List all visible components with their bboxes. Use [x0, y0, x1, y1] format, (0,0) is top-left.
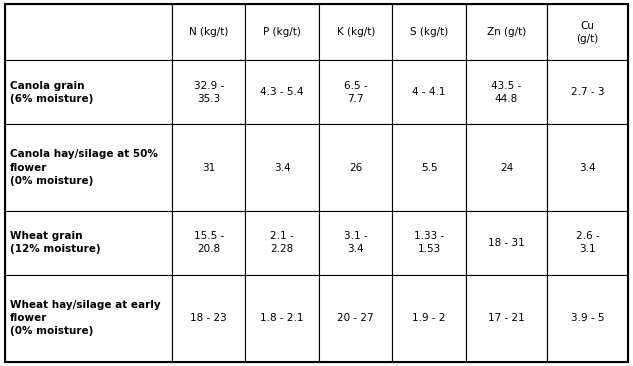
- Bar: [466, 275, 547, 362]
- Bar: [246, 211, 319, 275]
- Bar: [5, 211, 172, 275]
- Text: 5.5: 5.5: [421, 163, 437, 172]
- Text: 3.4: 3.4: [579, 163, 596, 172]
- Text: 24: 24: [500, 163, 513, 172]
- Text: 26: 26: [349, 163, 362, 172]
- Bar: [392, 124, 466, 211]
- Text: 6.5 -
7.7: 6.5 - 7.7: [344, 81, 368, 104]
- Text: 32.9 -
35.3: 32.9 - 35.3: [194, 81, 224, 104]
- Bar: [319, 124, 392, 211]
- Text: 43.5 -
44.8: 43.5 - 44.8: [491, 81, 522, 104]
- Text: N (kg/t): N (kg/t): [189, 27, 229, 37]
- Bar: [172, 124, 246, 211]
- Text: 3.9 - 5: 3.9 - 5: [571, 313, 605, 323]
- Text: 17 - 21: 17 - 21: [488, 313, 525, 323]
- Text: 31: 31: [202, 163, 215, 172]
- Text: 2.1 -
2.28: 2.1 - 2.28: [270, 231, 294, 254]
- Bar: [319, 211, 392, 275]
- Text: 15.5 -
20.8: 15.5 - 20.8: [194, 231, 224, 254]
- Text: K (kg/t): K (kg/t): [337, 27, 375, 37]
- Text: 2.6 -
3.1: 2.6 - 3.1: [575, 231, 599, 254]
- Text: Wheat grain
(12% moisture): Wheat grain (12% moisture): [10, 231, 101, 254]
- Text: 18 - 23: 18 - 23: [191, 313, 227, 323]
- Text: Zn (g/t): Zn (g/t): [487, 27, 526, 37]
- Text: 4.3 - 5.4: 4.3 - 5.4: [261, 87, 304, 97]
- Text: 1.9 - 2: 1.9 - 2: [413, 313, 446, 323]
- Bar: [319, 275, 392, 362]
- Text: 1.33 -
1.53: 1.33 - 1.53: [414, 231, 444, 254]
- Bar: [547, 275, 628, 362]
- Bar: [392, 4, 466, 60]
- Bar: [547, 124, 628, 211]
- Text: 4 - 4.1: 4 - 4.1: [413, 87, 446, 97]
- Bar: [5, 60, 172, 124]
- Bar: [466, 60, 547, 124]
- Text: 1.8 - 2.1: 1.8 - 2.1: [261, 313, 304, 323]
- Bar: [319, 4, 392, 60]
- Text: S (kg/t): S (kg/t): [410, 27, 448, 37]
- Bar: [246, 124, 319, 211]
- Bar: [246, 60, 319, 124]
- Bar: [392, 211, 466, 275]
- Text: 3.4: 3.4: [274, 163, 291, 172]
- Text: Cu
(g/t): Cu (g/t): [576, 20, 599, 44]
- Bar: [172, 275, 246, 362]
- Text: 2.7 - 3: 2.7 - 3: [571, 87, 605, 97]
- Bar: [319, 60, 392, 124]
- Bar: [547, 60, 628, 124]
- Bar: [172, 60, 246, 124]
- Bar: [172, 211, 246, 275]
- Bar: [392, 275, 466, 362]
- Bar: [547, 4, 628, 60]
- Bar: [172, 4, 246, 60]
- Text: Canola hay/silage at 50%
flower
(0% moisture): Canola hay/silage at 50% flower (0% mois…: [10, 149, 158, 186]
- Bar: [5, 124, 172, 211]
- Bar: [392, 60, 466, 124]
- Bar: [5, 275, 172, 362]
- Text: 18 - 31: 18 - 31: [488, 238, 525, 248]
- Bar: [547, 211, 628, 275]
- Text: Canola grain
(6% moisture): Canola grain (6% moisture): [10, 81, 94, 104]
- Bar: [246, 275, 319, 362]
- Bar: [5, 4, 172, 60]
- Bar: [246, 4, 319, 60]
- Bar: [466, 211, 547, 275]
- Text: 3.1 -
3.4: 3.1 - 3.4: [344, 231, 368, 254]
- Text: P (kg/t): P (kg/t): [263, 27, 301, 37]
- Text: Wheat hay/silage at early
flower
(0% moisture): Wheat hay/silage at early flower (0% moi…: [10, 300, 161, 336]
- Text: 20 - 27: 20 - 27: [337, 313, 374, 323]
- Bar: [466, 4, 547, 60]
- Bar: [466, 124, 547, 211]
